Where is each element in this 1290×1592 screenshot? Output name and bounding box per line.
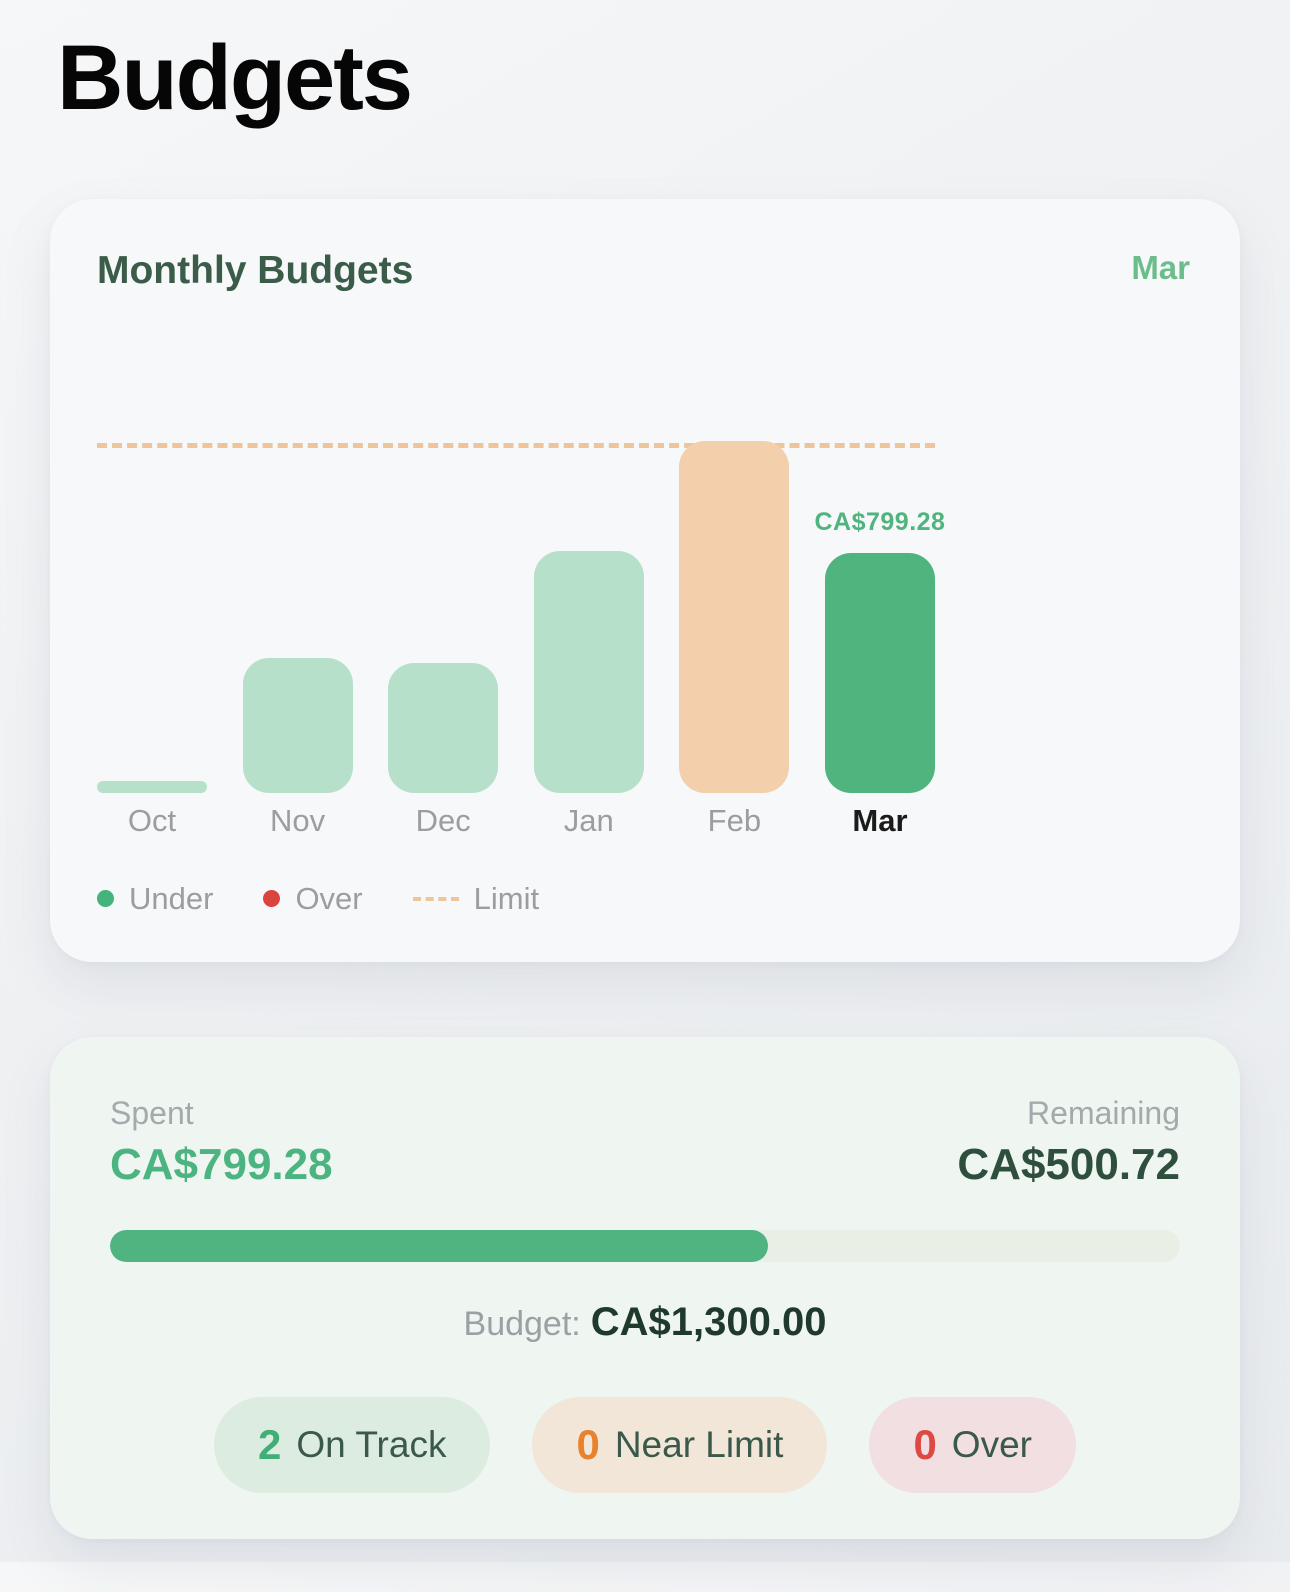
- summary-values-row: CA$799.28 CA$500.72: [110, 1140, 1180, 1190]
- legend-item-under: Under: [97, 881, 213, 917]
- badge-count: 0: [913, 1420, 937, 1468]
- badge-over[interactable]: 0 Over: [869, 1396, 1076, 1493]
- page-title: Budgets: [57, 27, 413, 129]
- monthly-card-header: Monthly Budgets Mar: [50, 199, 1240, 293]
- legend-label: Over: [295, 880, 363, 916]
- budget-value: CA$1,300.00: [590, 1299, 827, 1344]
- chart-bar-slot-feb: Feb: [679, 393, 790, 838]
- month-label-feb[interactable]: Feb: [707, 802, 762, 838]
- bar-jan[interactable]: [533, 550, 644, 793]
- legend-label: Limit: [473, 880, 540, 916]
- budget-total-line: Budget: CA$1,300.00: [110, 1300, 1180, 1345]
- budget-progress-bar: [110, 1229, 1180, 1262]
- bar-mar[interactable]: [824, 552, 935, 793]
- legend-label: Under: [129, 880, 214, 916]
- budget-summary-card: Spent Remaining CA$799.28 CA$500.72 Budg…: [50, 1036, 1240, 1539]
- budget-label: Budget:: [463, 1304, 581, 1343]
- monthly-budgets-card: Monthly Budgets Mar Oct Nov Dec Jan Feb CA$79…: [50, 198, 1240, 962]
- badge-label: Near Limit: [614, 1423, 784, 1465]
- chart-bar-slot-dec: Dec: [388, 393, 499, 838]
- badge-label: On Track: [296, 1423, 447, 1465]
- period-selector[interactable]: Mar: [1131, 248, 1190, 286]
- over-dot-icon: [263, 890, 281, 908]
- limit-dashed-line: [97, 442, 935, 448]
- status-badges-row: 2 On Track 0 Near Limit 0 Over: [110, 1396, 1180, 1493]
- month-label-dec[interactable]: Dec: [415, 802, 471, 838]
- chart-bar-slot-nov: Nov: [242, 393, 353, 838]
- badge-count: 0: [576, 1420, 600, 1468]
- budget-progress-fill: [110, 1229, 769, 1262]
- spent-value: CA$799.28: [110, 1139, 333, 1189]
- badge-on-track[interactable]: 2 On Track: [214, 1396, 491, 1493]
- chart-bar-slot-jan: Jan: [533, 393, 644, 838]
- summary-labels-row: Spent Remaining: [110, 1095, 1180, 1132]
- monthly-card-title: Monthly Budgets: [97, 248, 414, 292]
- bar-feb[interactable]: [679, 440, 790, 793]
- bar-nov[interactable]: [242, 657, 353, 793]
- badge-count: 2: [258, 1420, 282, 1468]
- selected-bar-value-label: CA$799.28: [814, 507, 946, 536]
- limit-dash-icon: [412, 896, 459, 901]
- bar-dec[interactable]: [388, 662, 499, 793]
- month-label-jan[interactable]: Jan: [563, 802, 614, 838]
- badge-label: Over: [951, 1423, 1032, 1465]
- chart-bar-slot-oct: Oct: [97, 393, 207, 838]
- spent-label: Spent: [110, 1094, 194, 1131]
- monthly-budget-chart: Oct Nov Dec Jan Feb CA$799.28 Mar: [97, 393, 945, 838]
- month-label-nov[interactable]: Nov: [270, 802, 326, 838]
- under-dot-icon: [97, 890, 114, 908]
- remaining-value: CA$500.72: [957, 1139, 1180, 1189]
- chart-legend: Under Over Limit: [97, 881, 1240, 917]
- bar-oct[interactable]: [97, 780, 207, 793]
- remaining-label: Remaining: [1027, 1094, 1180, 1131]
- chart-bars: Oct Nov Dec Jan Feb CA$799.28 Mar: [97, 393, 945, 838]
- month-label-mar[interactable]: Mar: [852, 802, 908, 838]
- chart-bar-slot-mar: CA$799.28 Mar: [814, 393, 944, 838]
- month-label-oct[interactable]: Oct: [127, 802, 177, 838]
- legend-item-over: Over: [263, 880, 363, 917]
- badge-near-limit[interactable]: 0 Near Limit: [532, 1396, 828, 1493]
- legend-item-limit: Limit: [412, 880, 540, 917]
